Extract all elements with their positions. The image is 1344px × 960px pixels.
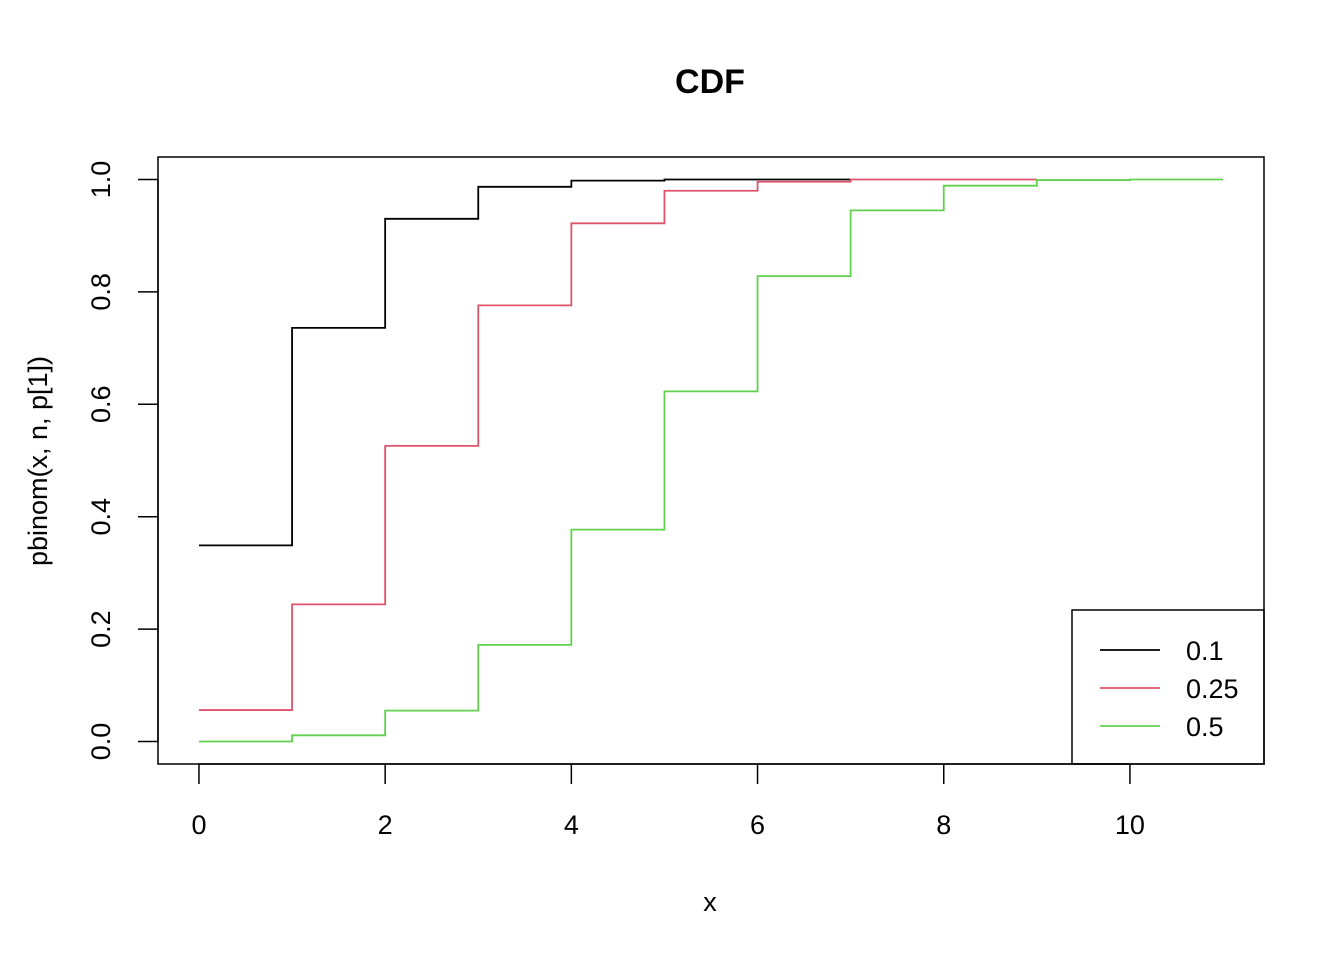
x-tick-label: 0 bbox=[191, 810, 206, 840]
x-tick-label: 8 bbox=[936, 810, 951, 840]
x-tick-label: 10 bbox=[1115, 810, 1145, 840]
series-layer bbox=[198, 178, 1224, 743]
y-tick-label: 0.6 bbox=[86, 386, 116, 424]
chart-title: CDF bbox=[675, 63, 745, 101]
y-tick-label: 0.4 bbox=[86, 498, 116, 536]
y-tick-label: 0.2 bbox=[86, 610, 116, 648]
series-line-2 bbox=[198, 178, 1224, 743]
legend-label: 0.1 bbox=[1186, 636, 1224, 666]
legend-box bbox=[1071, 609, 1265, 765]
y-tick-label: 0.0 bbox=[86, 723, 116, 761]
legend-label: 0.25 bbox=[1186, 674, 1239, 704]
plot-frame bbox=[157, 156, 1265, 765]
x-tick-label: 6 bbox=[750, 810, 765, 840]
y-axis-ticks: 0.0 0.2 0.4 0.6 0.8 1.0 bbox=[86, 161, 158, 761]
y-tick-label: 1.0 bbox=[86, 161, 116, 199]
x-axis-ticks: 0 2 4 6 8 10 bbox=[191, 764, 1145, 840]
x-axis-label: x bbox=[703, 887, 717, 917]
series-line-1 bbox=[198, 178, 1037, 711]
x-tick-label: 4 bbox=[564, 810, 579, 840]
y-tick-label: 0.8 bbox=[86, 273, 116, 311]
y-axis-label: pbinom(x, n, p[1]) bbox=[23, 356, 53, 566]
legend-label: 0.5 bbox=[1186, 712, 1224, 742]
series-line-0 bbox=[198, 178, 851, 547]
legend: 0.1 0.25 0.5 bbox=[1071, 609, 1265, 765]
x-tick-label: 2 bbox=[378, 810, 393, 840]
